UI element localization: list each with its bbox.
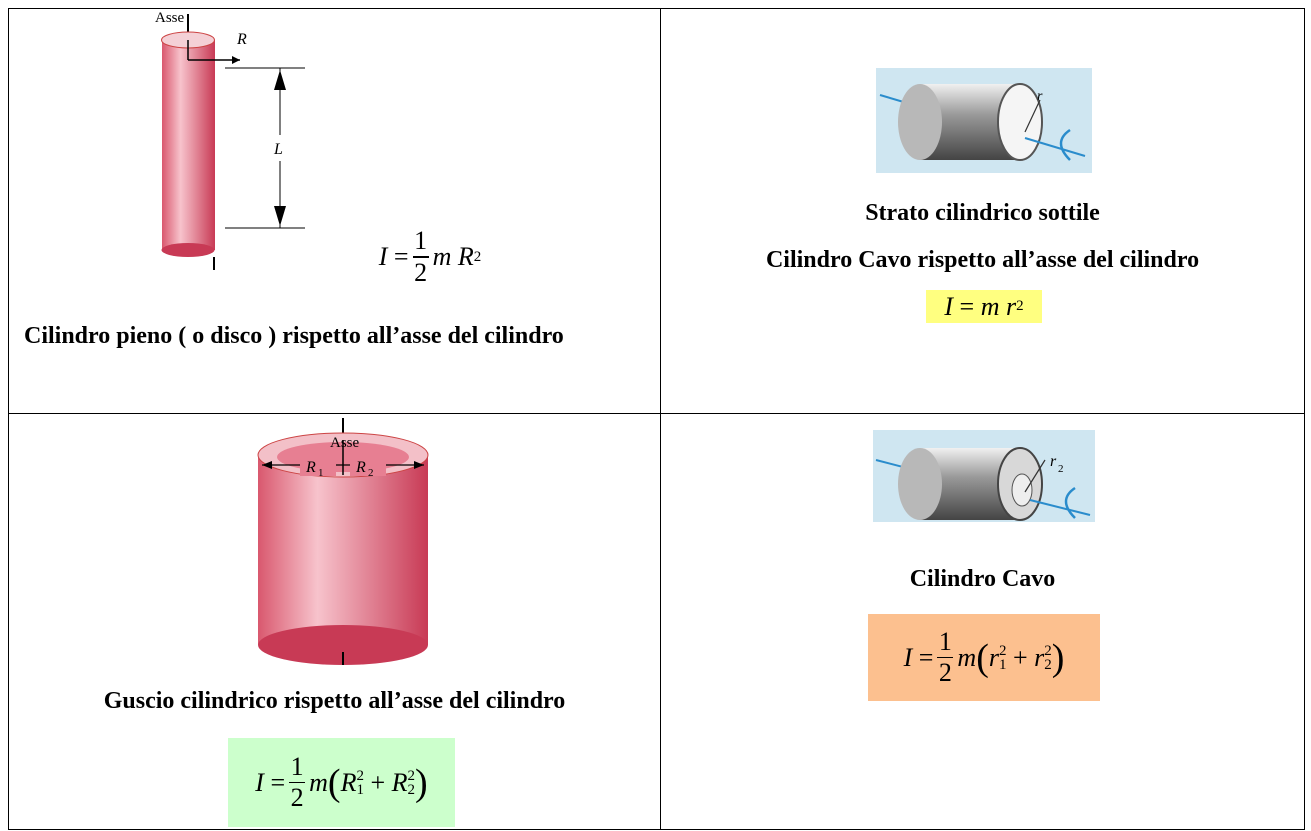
formula-part: + — [370, 767, 386, 797]
solid-cylinder: Asse R L — [155, 10, 305, 270]
figure-label: R — [236, 31, 247, 48]
border — [8, 8, 1305, 9]
formula-part: ) — [415, 761, 428, 804]
formula-part: r — [1006, 291, 1017, 321]
formula-part: 1 — [414, 226, 428, 256]
formula-part: I — [378, 242, 388, 271]
formula-part: I — [944, 291, 954, 321]
formula-part: 1 — [290, 751, 304, 781]
formula-part: 1 — [356, 781, 364, 798]
formula-part: 2 — [1044, 656, 1052, 673]
formula-part: I — [255, 767, 264, 797]
border — [1304, 8, 1305, 830]
formula-part: = — [270, 767, 286, 797]
formula-part: R — [340, 767, 357, 797]
formula-part: 2 — [356, 767, 364, 784]
caption: Cilindro Cavo — [909, 566, 1056, 592]
caption: Cilindro pieno ( o disco ) rispetto all’… — [24, 323, 564, 349]
formula-part: 2 — [407, 781, 416, 798]
formula-part: R — [457, 242, 474, 271]
thick-shell-figure: r 2 — [873, 430, 1095, 522]
formula-part: ) — [1051, 636, 1065, 679]
formula-part: R — [391, 767, 408, 797]
formula-part: 2 — [1016, 298, 1024, 314]
figure-label: R — [355, 459, 366, 476]
figure-label: 2 — [1058, 463, 1064, 475]
formula-part: ( — [976, 636, 989, 679]
formula-part: + — [1012, 642, 1028, 672]
figure-label: r — [1050, 453, 1057, 470]
formula-part: m — [309, 767, 328, 797]
figure-label: Asse — [155, 10, 185, 26]
caption: Cilindro Cavo rispetto all’asse del cili… — [765, 247, 1200, 273]
formula-part: 2 — [998, 642, 1007, 659]
formula-part: 2 — [473, 248, 482, 265]
border — [8, 413, 1305, 414]
cylindrical-shell: Asse R 1 R 2 — [257, 418, 429, 665]
formula-part: 1 — [938, 626, 952, 656]
formula-part: = — [918, 642, 934, 672]
figure-label: Asse — [330, 435, 360, 451]
formula-part: 2 — [290, 783, 304, 813]
formula-part: m — [432, 242, 452, 271]
figure-label: L — [273, 141, 283, 158]
figure-label: r — [1037, 89, 1043, 104]
caption: Strato cilindrico sottile — [865, 200, 1100, 226]
formula-part: 2 — [1044, 642, 1052, 659]
formula-part: r — [1034, 642, 1045, 672]
formula-part: r — [988, 642, 999, 672]
figure-label: R — [305, 459, 316, 476]
formula-part: 2 — [414, 257, 428, 287]
formula-part: 1 — [998, 656, 1007, 673]
formula-part: m — [980, 291, 1000, 321]
formula-part: 2 — [938, 658, 952, 688]
border — [8, 829, 1305, 830]
border — [660, 8, 661, 830]
formula-part: = — [393, 242, 409, 271]
thin-shell-figure: r — [876, 68, 1092, 173]
figure-label: 1 — [318, 467, 324, 479]
formula-part: I — [903, 642, 913, 672]
figure-label: 2 — [368, 467, 374, 479]
formula-part: 2 — [407, 767, 416, 784]
formula-part: = — [959, 291, 975, 321]
formula-part: ( — [327, 761, 341, 804]
caption: Guscio cilindrico rispetto all’asse del … — [103, 688, 566, 714]
formula-part: m — [957, 642, 977, 672]
border — [8, 8, 9, 830]
